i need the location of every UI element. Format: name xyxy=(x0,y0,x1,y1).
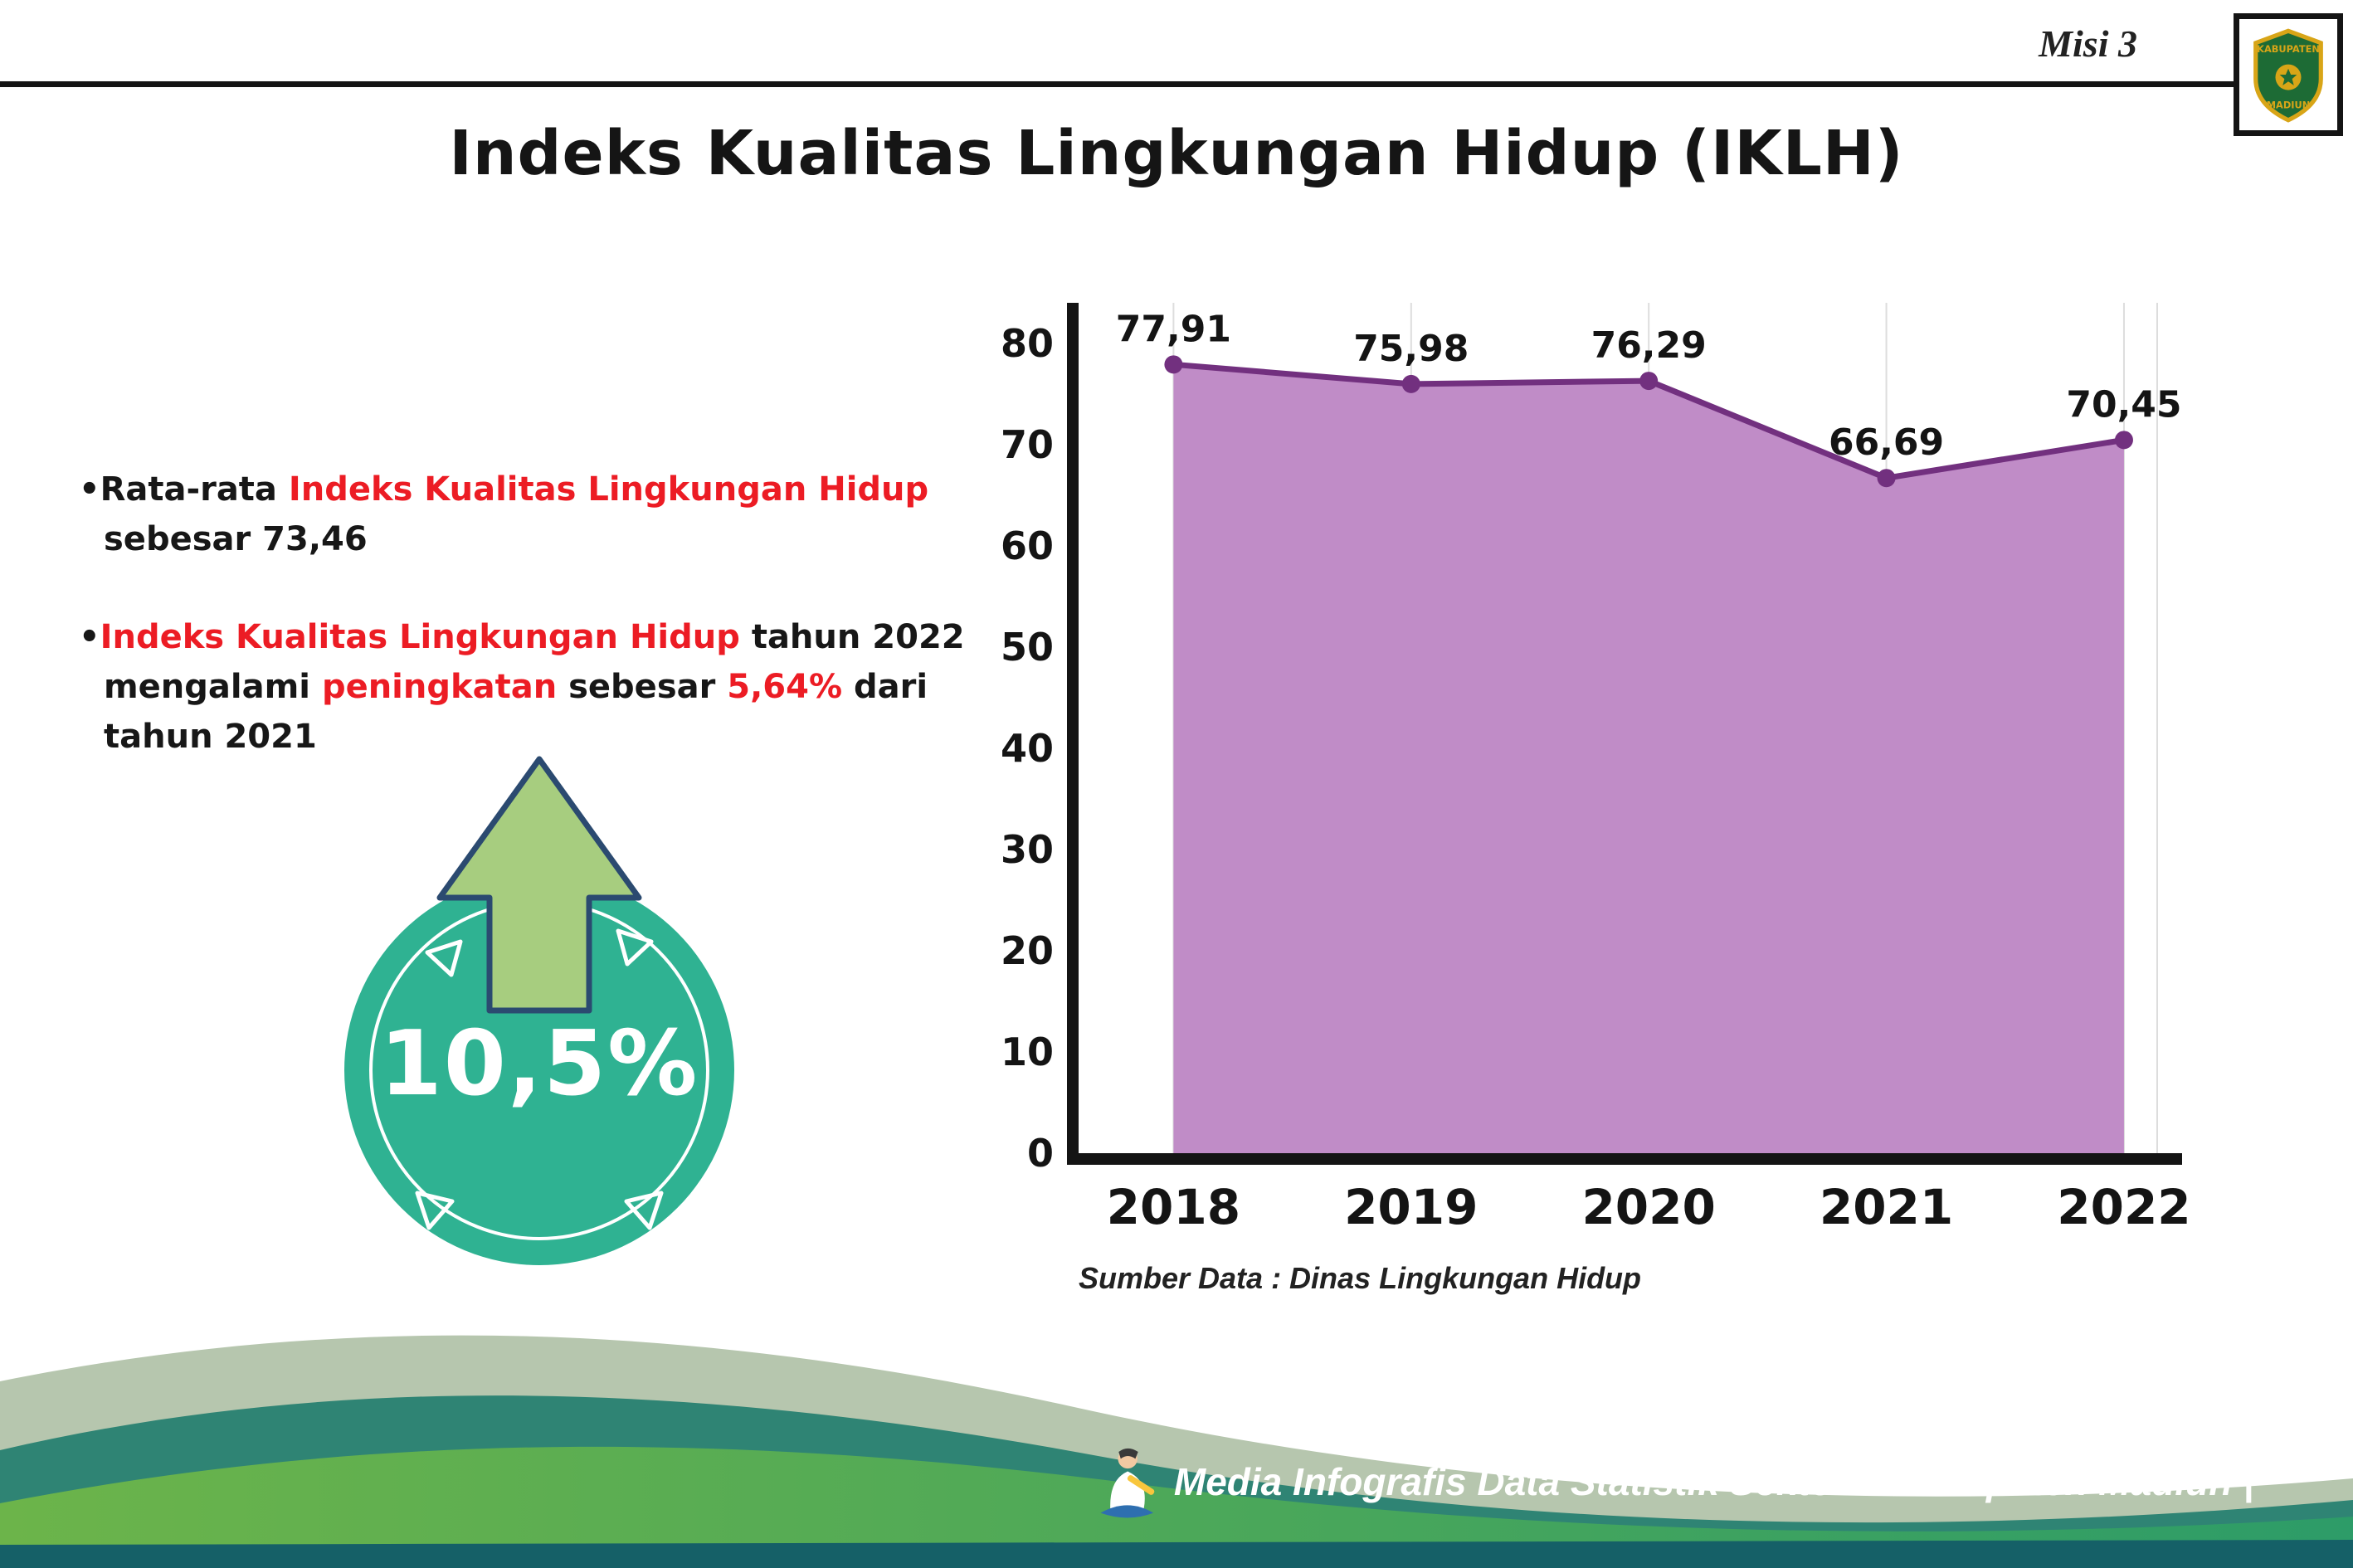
bullet-marker: • xyxy=(79,618,100,656)
misi-label: Misi 3 xyxy=(2039,22,2137,65)
bullet2-text-red-1: Indeks Kualitas Lingkungan Hidup xyxy=(100,618,740,656)
logo-bottom-text: MADIUN xyxy=(2267,99,2310,110)
bullet-marker: • xyxy=(79,470,100,509)
bullet2-text-1: tahun 2022 mengalami xyxy=(104,618,965,706)
iklh-area-chart: 0 10 20 30 40 50 60 70 80 2018 2019 2020 2021 2022 77,… xyxy=(996,274,2240,1352)
bullet1-text-1: Rata-rata xyxy=(100,470,289,509)
bullet1-text-red: Indeks Kualitas Lingkungan Hidup xyxy=(288,470,929,509)
svg-text:70,45: 70,45 xyxy=(2066,383,2181,426)
statistics-mascot-icon xyxy=(1100,1448,1155,1518)
svg-text:70: 70 xyxy=(1001,422,1054,467)
svg-text:20: 20 xyxy=(1001,928,1054,973)
bullet2-text-2: sebesar xyxy=(557,668,728,706)
svg-text:2020: 2020 xyxy=(1581,1179,1715,1235)
svg-text:2019: 2019 xyxy=(1344,1179,1478,1235)
page-title: Indeks Kualitas Lingkungan Hidup (IKLH) xyxy=(449,118,1904,189)
svg-text:10: 10 xyxy=(1001,1030,1054,1074)
svg-text:30: 30 xyxy=(1001,827,1054,872)
svg-text:75,98: 75,98 xyxy=(1353,328,1469,370)
bullet2-text-3: dari tahun 2021 xyxy=(104,668,928,756)
increase-badge: 10,5% xyxy=(303,738,776,1278)
bullet-average-iklh: •Rata-rata Indeks Kualitas Lingkungan Hi… xyxy=(79,465,1008,564)
svg-text:0: 0 xyxy=(1027,1131,1054,1176)
area-chart-svg: 0 10 20 30 40 50 60 70 80 2018 2019 2020 2021 2022 77,… xyxy=(1001,303,2191,1235)
increase-badge-graphic xyxy=(344,756,734,1265)
svg-text:60: 60 xyxy=(1001,523,1054,568)
svg-text:40: 40 xyxy=(1001,726,1054,771)
summary-bullets: •Rata-rata Indeks Kualitas Lingkungan Hi… xyxy=(79,465,1008,810)
bullet-increase-2022: •Indeks Kualitas Lingkungan Hidup tahun … xyxy=(79,612,1008,762)
header-rule xyxy=(0,81,2234,87)
footer: Media Infografis Data Statistik Sektoral… xyxy=(0,1269,2353,1568)
bullet2-text-red-3: 5,64% xyxy=(727,668,843,706)
kabupaten-madiun-logo: KABUPATEN MADIUN xyxy=(2234,13,2343,136)
footer-credit: Media Infografis Data Statistik Sektoral… xyxy=(1089,1444,2253,1520)
shield-logo-icon: KABUPATEN MADIUN xyxy=(2253,28,2323,123)
increase-percentage: 10,5% xyxy=(379,1012,699,1116)
svg-text:2018: 2018 xyxy=(1107,1179,1240,1235)
svg-text:50: 50 xyxy=(1001,625,1054,670)
svg-text:76,29: 76,29 xyxy=(1591,324,1707,367)
svg-text:80: 80 xyxy=(1001,321,1054,366)
footer-text: Media Infografis Data Statistik Sektoral… xyxy=(1173,1460,2253,1503)
up-arrow-icon xyxy=(436,756,642,1014)
footer-waves xyxy=(0,1335,2353,1568)
svg-text:2022: 2022 xyxy=(2057,1179,2190,1235)
logo-top-text: KABUPATEN xyxy=(2257,43,2320,55)
bullet2-text-red-2: peningkatan xyxy=(321,668,558,706)
svg-text:2021: 2021 xyxy=(1820,1179,1953,1235)
data-source: Sumber Data : Dinas Lingkungan Hidup xyxy=(1079,1261,1642,1295)
svg-text:66,69: 66,69 xyxy=(1829,421,1944,464)
bullet1-text-2: sebesar 73,46 xyxy=(104,520,368,558)
svg-text:77,91: 77,91 xyxy=(1116,308,1231,350)
